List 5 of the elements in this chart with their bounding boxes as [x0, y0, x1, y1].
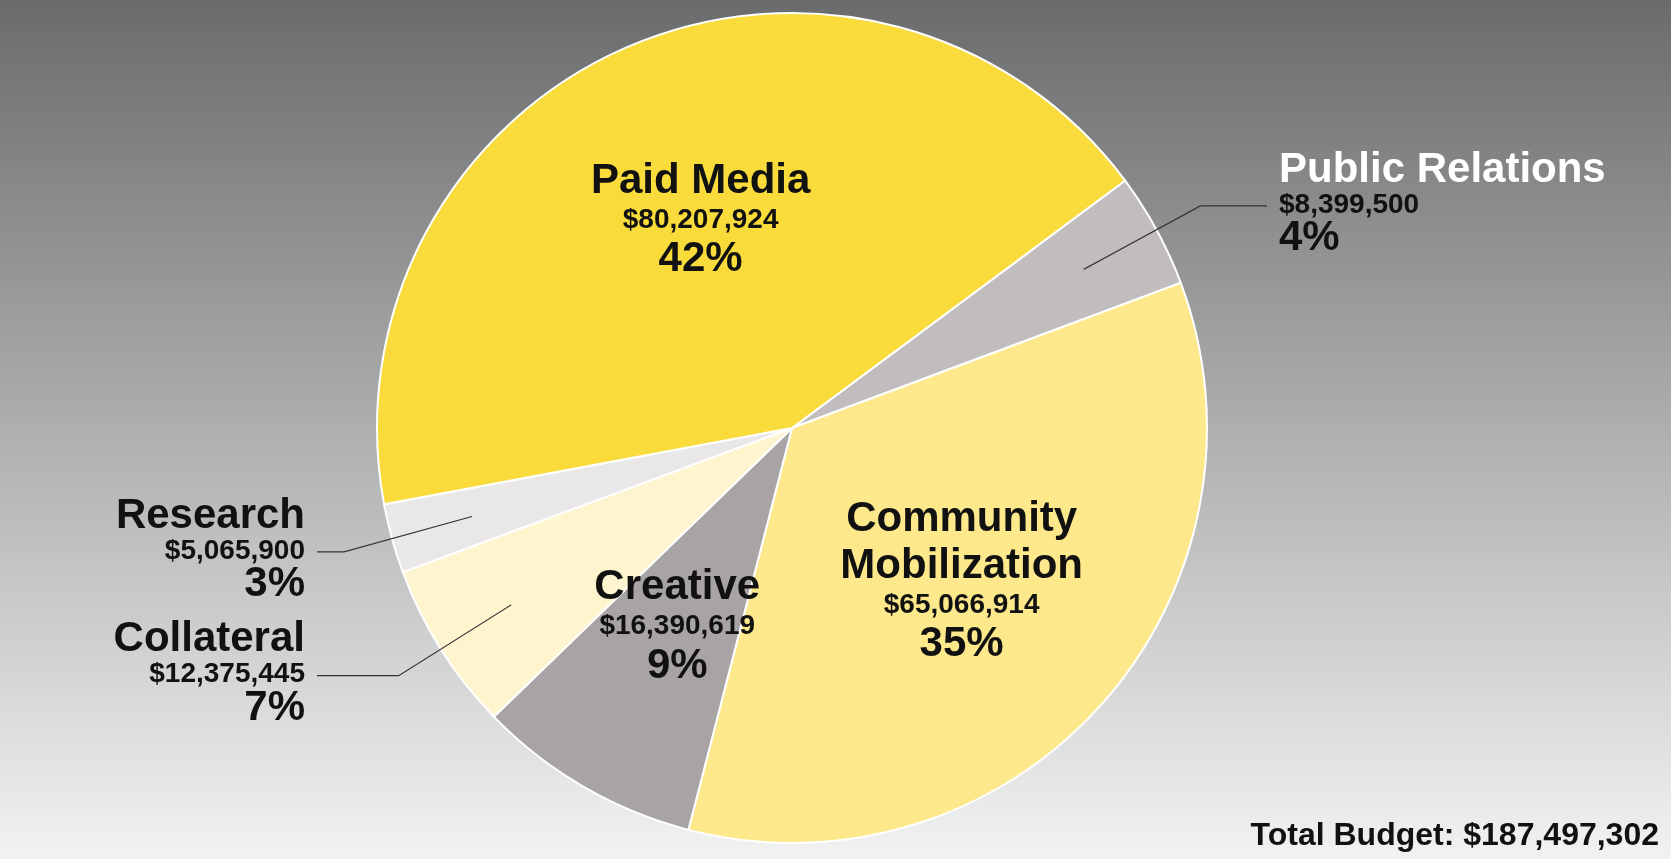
text: Total Budget: $187,497,302: [1250, 816, 1659, 852]
data-label: $65,066,914 35%: [883, 587, 1040, 666]
slice-label: Paid Media: [590, 154, 811, 202]
slice-label: Community Mobilization: [840, 493, 1083, 588]
data-label: $80,207,924 42%: [622, 202, 779, 281]
